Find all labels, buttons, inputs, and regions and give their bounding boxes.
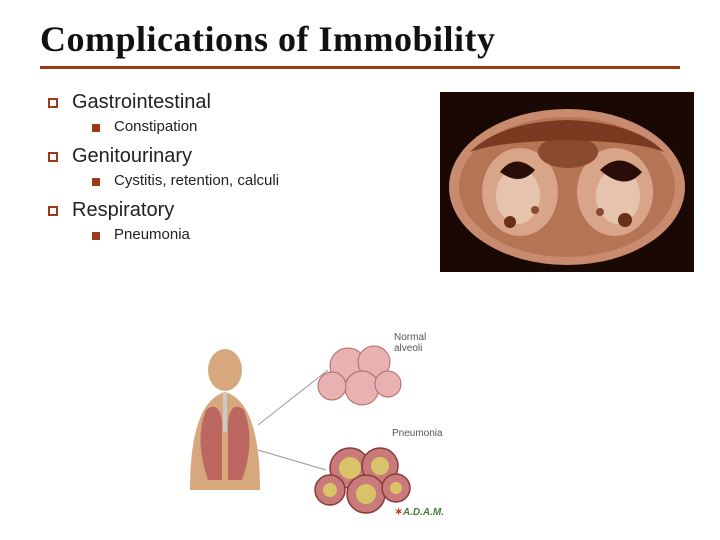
- list-subitem-label: Cystitis, retention, calculi: [114, 172, 279, 189]
- square-filled-bullet-icon: [92, 232, 100, 240]
- diagram-label-normal: Normalalveoli: [394, 332, 426, 354]
- specimen-svg: [440, 92, 694, 272]
- list-item-label: Genitourinary: [72, 145, 192, 168]
- list-item-label: Respiratory: [72, 199, 174, 222]
- square-bullet-icon: [48, 206, 58, 216]
- square-bullet-icon: [48, 98, 58, 108]
- list-subitem-label: Pneumonia: [114, 226, 190, 243]
- square-bullet-icon: [48, 152, 58, 162]
- list-subitem-label: Constipation: [114, 118, 197, 135]
- pathology-specimen-image: [440, 92, 694, 272]
- slide: Complications of Immobility Gastrointest…: [0, 0, 720, 540]
- square-filled-bullet-icon: [92, 178, 100, 186]
- square-filled-bullet-icon: [92, 124, 100, 132]
- slide-title: Complications of Immobility: [40, 18, 680, 69]
- pneumonia-svg: [170, 330, 450, 522]
- diagram-label-pneumonia: Pneumonia: [392, 428, 443, 439]
- image-credit: ✶A.D.A.M.: [395, 507, 445, 518]
- image-credit-text: A.D.A.M.: [403, 507, 444, 518]
- list-item-label: Gastrointestinal: [72, 91, 211, 114]
- pneumonia-diagram-image: Normalalveoli Pneumonia ✶A.D.A.M.: [170, 330, 450, 522]
